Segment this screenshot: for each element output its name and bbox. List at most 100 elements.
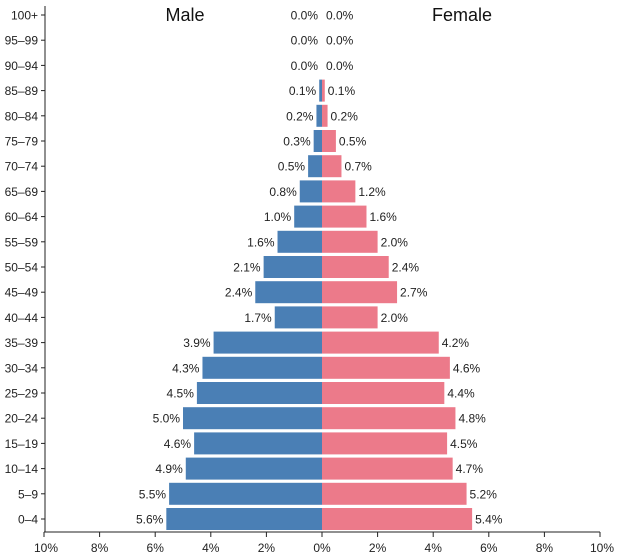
female-value-label-12: 1.6% — [369, 210, 397, 224]
female-value-label-20: 0.0% — [326, 9, 354, 23]
female-value-label-2: 4.7% — [456, 462, 484, 476]
male-value-label-17: 0.1% — [289, 84, 317, 98]
age-label-14: 70–74 — [5, 160, 39, 174]
female-bar-4 — [322, 407, 456, 430]
female-value-label-17: 0.1% — [328, 84, 356, 98]
male-value-label-7: 3.9% — [183, 336, 211, 350]
male-bar-5 — [196, 382, 322, 404]
x-tick-label-2: 6% — [147, 541, 165, 555]
x-tick-label-3: 4% — [202, 541, 220, 555]
female-value-label-0: 5.4% — [475, 513, 503, 527]
female-bar-12 — [322, 205, 367, 228]
male-value-label-5: 4.5% — [167, 387, 195, 401]
male-value-label-10: 2.1% — [233, 261, 261, 275]
female-value-label-13: 1.2% — [358, 185, 386, 199]
female-bar-6 — [322, 356, 450, 379]
value-labels-group: 5.6% 5.4% 5.5% 5.2% 4.9% 4.7% 4.6% 4.5% 5.0% 4.8%… — [136, 9, 503, 527]
male-bar-4 — [183, 407, 322, 430]
male-bar-7 — [213, 331, 322, 354]
age-label-16: 80–84 — [5, 109, 39, 123]
x-tick-label-9: 8% — [536, 541, 554, 555]
male-bar-6 — [202, 356, 322, 379]
female-value-label-16: 0.2% — [331, 109, 359, 123]
female-bar-10 — [322, 256, 389, 278]
age-label-6: 30–34 — [5, 361, 39, 375]
female-title: Female — [432, 5, 492, 25]
x-tick-label-7: 4% — [425, 541, 443, 555]
female-value-label-4: 4.8% — [458, 412, 486, 426]
age-label-15: 75–79 — [5, 135, 39, 149]
male-bar-12 — [294, 205, 322, 228]
female-value-label-10: 2.4% — [392, 261, 420, 275]
male-bar-3 — [194, 432, 322, 455]
age-label-7: 35–39 — [5, 336, 39, 350]
x-tick-label-5: 0% — [313, 541, 331, 555]
female-bar-9 — [322, 281, 398, 304]
male-value-label-19: 0.0% — [291, 34, 319, 48]
female-bar-3 — [322, 432, 448, 455]
bars-group — [166, 79, 473, 530]
female-bar-15 — [322, 130, 336, 152]
male-bar-16 — [316, 104, 322, 127]
female-value-label-3: 4.5% — [450, 437, 478, 451]
age-label-10: 50–54 — [5, 261, 39, 275]
male-title: Male — [165, 5, 204, 25]
x-tick-label-8: 6% — [480, 541, 498, 555]
female-value-label-7: 4.2% — [442, 336, 470, 350]
male-bar-8 — [274, 306, 322, 329]
female-bar-0 — [322, 508, 473, 530]
age-label-18: 90–94 — [5, 59, 39, 73]
male-value-label-20: 0.0% — [291, 9, 319, 23]
male-bar-14 — [308, 155, 322, 178]
female-value-label-8: 2.0% — [381, 311, 409, 325]
male-bar-11 — [277, 230, 322, 253]
age-label-5: 25–29 — [5, 387, 39, 401]
age-label-17: 85–89 — [5, 84, 39, 98]
age-label-9: 45–49 — [5, 286, 39, 300]
age-label-1: 5–9 — [18, 487, 38, 501]
age-label-12: 60–64 — [5, 210, 39, 224]
axes-group: 0–4 5–9 10–14 15–19 20–24 25–29 30–34 35–39 40–4… — [5, 6, 614, 555]
age-label-13: 65–69 — [5, 185, 39, 199]
male-value-label-6: 4.3% — [172, 361, 200, 375]
female-bar-17 — [322, 79, 325, 102]
male-value-label-3: 4.6% — [164, 437, 192, 451]
male-bar-1 — [169, 482, 322, 505]
female-value-label-9: 2.7% — [400, 286, 428, 300]
female-value-label-5: 4.4% — [447, 387, 475, 401]
male-value-label-15: 0.3% — [283, 135, 311, 149]
x-tick-label-0: 10% — [34, 541, 58, 555]
male-bar-17 — [319, 79, 322, 102]
female-bar-8 — [322, 306, 378, 329]
age-label-8: 40–44 — [5, 311, 39, 325]
male-value-label-18: 0.0% — [291, 59, 319, 73]
female-value-label-19: 0.0% — [326, 34, 354, 48]
age-label-20: 100+ — [11, 9, 38, 23]
x-tick-label-1: 8% — [91, 541, 109, 555]
age-label-11: 55–59 — [5, 235, 39, 249]
female-bar-11 — [322, 230, 378, 253]
male-bar-0 — [166, 508, 322, 530]
female-value-label-11: 2.0% — [381, 235, 409, 249]
male-bar-15 — [313, 130, 322, 152]
female-value-label-18: 0.0% — [326, 59, 354, 73]
female-value-label-1: 5.2% — [470, 487, 498, 501]
female-value-label-6: 4.6% — [453, 361, 481, 375]
male-value-label-1: 5.5% — [139, 487, 167, 501]
male-value-label-2: 4.9% — [155, 462, 183, 476]
female-bar-13 — [322, 180, 356, 203]
female-bar-1 — [322, 482, 467, 505]
female-bar-7 — [322, 331, 439, 354]
male-value-label-9: 2.4% — [225, 286, 253, 300]
age-label-19: 95–99 — [5, 34, 39, 48]
male-bar-2 — [185, 457, 322, 480]
male-value-label-0: 5.6% — [136, 513, 164, 527]
male-value-label-16: 0.2% — [286, 109, 314, 123]
male-value-label-12: 1.0% — [264, 210, 292, 224]
male-value-label-13: 0.8% — [269, 185, 297, 199]
male-value-label-8: 1.7% — [244, 311, 272, 325]
age-label-3: 15–19 — [5, 437, 39, 451]
male-bar-13 — [299, 180, 322, 203]
male-bar-9 — [255, 281, 322, 304]
